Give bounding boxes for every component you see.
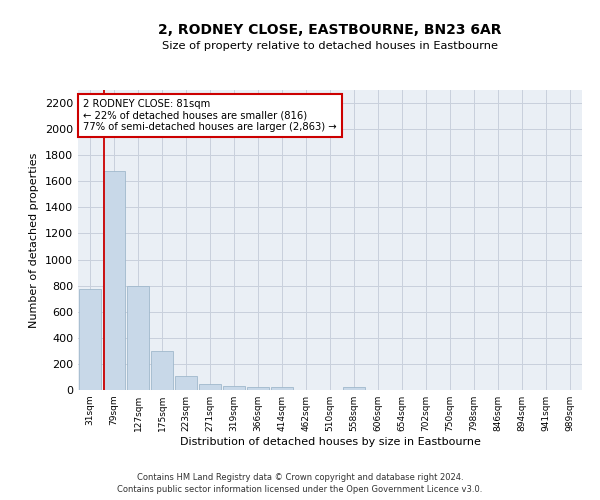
Text: 2 RODNEY CLOSE: 81sqm
← 22% of detached houses are smaller (816)
77% of semi-det: 2 RODNEY CLOSE: 81sqm ← 22% of detached … — [83, 99, 337, 132]
Bar — [103, 171, 125, 390]
Y-axis label: Number of detached properties: Number of detached properties — [29, 152, 40, 328]
Text: 2, RODNEY CLOSE, EASTBOURNE, BN23 6AR: 2, RODNEY CLOSE, EASTBOURNE, BN23 6AR — [158, 22, 502, 36]
Bar — [127, 286, 149, 390]
Text: Contains HM Land Registry data © Crown copyright and database right 2024.: Contains HM Land Registry data © Crown c… — [137, 472, 463, 482]
Text: Contains public sector information licensed under the Open Government Licence v3: Contains public sector information licen… — [118, 485, 482, 494]
Bar — [223, 386, 245, 390]
Bar — [247, 386, 269, 390]
Bar — [151, 351, 173, 390]
Text: Size of property relative to detached houses in Eastbourne: Size of property relative to detached ho… — [162, 41, 498, 51]
X-axis label: Distribution of detached houses by size in Eastbourne: Distribution of detached houses by size … — [179, 437, 481, 447]
Bar — [343, 388, 365, 390]
Bar — [199, 384, 221, 390]
Bar — [175, 376, 197, 390]
Bar — [271, 387, 293, 390]
Bar — [79, 289, 101, 390]
